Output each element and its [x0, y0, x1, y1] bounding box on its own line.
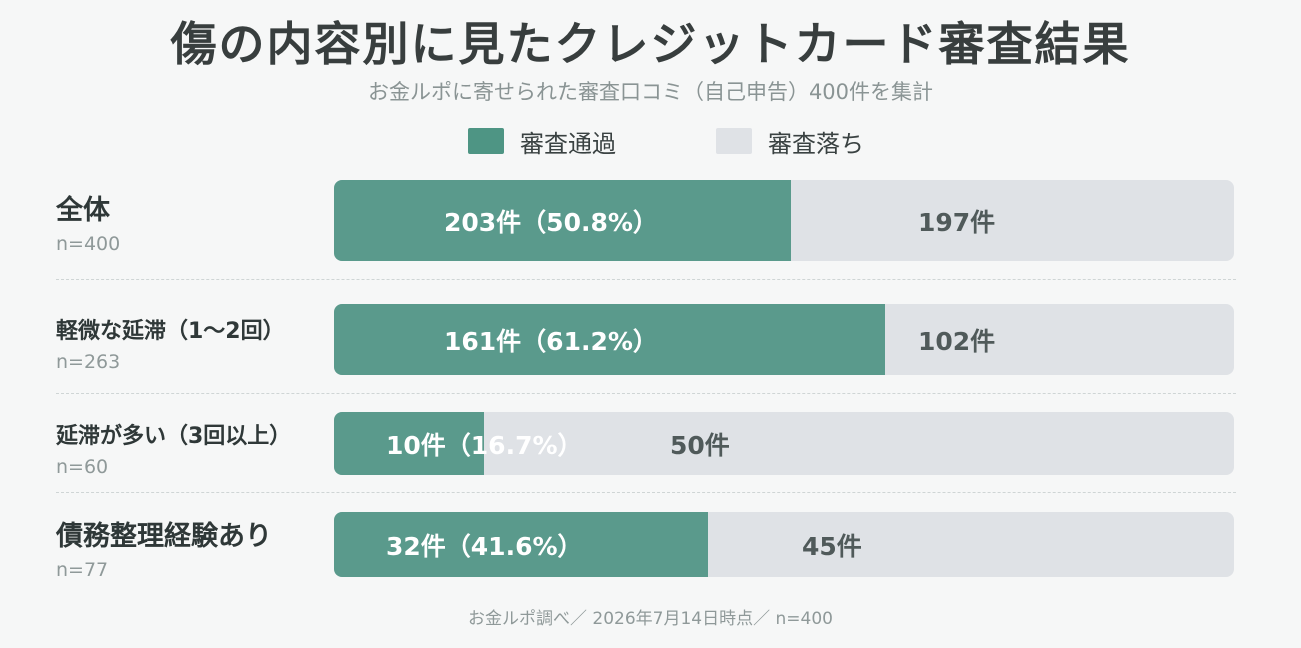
row-label-debt-restructuring: 債務整理経験あり n=77 [56, 514, 272, 581]
row-label-minor-delay: 軽微な延滞（1〜2回） n=263 [56, 313, 285, 373]
legend-item-fail: 審査落ち [716, 126, 864, 158]
bar-fail-label-debt-restructuring: 45件 [802, 531, 862, 561]
category-label: 債務整理経験あり [56, 521, 272, 552]
category-label: 軽微な延滞（1〜2回） [56, 319, 285, 344]
legend-item-pass: 審査通過 [468, 126, 616, 158]
sample-size-label: n=263 [56, 351, 121, 373]
category-label: 延滞が多い（3回以上） [56, 424, 292, 449]
bar-pass-label-frequent-delay: 10件（16.7%） [386, 430, 583, 460]
legend-swatch-fail [716, 128, 752, 154]
row-label-frequent-delay: 延滞が多い（3回以上） n=60 [56, 418, 291, 478]
bar-fail-label-overall: 197件 [918, 207, 996, 237]
bar-pass-label-minor-delay: 161件（61.2%） [444, 326, 658, 356]
bar-pass-label-overall: 203件（50.8%） [444, 207, 658, 237]
sample-size-label: n=400 [56, 233, 121, 255]
bar-pass-debt-restructuring [334, 512, 708, 577]
row-divider [56, 279, 1236, 280]
row-divider [56, 393, 1236, 394]
bar-track-frequent-delay: 10件（16.7%） 50件 [334, 412, 1234, 475]
chart-title: 傷の内容別に見たクレジットカード審査結果 [170, 17, 1131, 71]
bar-track-overall: 203件（50.8%） 197件 [334, 180, 1234, 261]
bar-fail-label-minor-delay: 102件 [918, 326, 996, 356]
bar-pass-label-debt-restructuring: 32件（41.6%） [386, 531, 583, 561]
bar-track-minor-delay: 161件（61.2%） 102件 [334, 304, 1234, 375]
row-label-overall: 全体 n=400 [56, 188, 120, 255]
bar-fail-label-frequent-delay: 50件 [670, 430, 730, 460]
legend-swatch-pass [468, 128, 504, 154]
row-divider [56, 492, 1236, 493]
sample-size-label: n=77 [56, 559, 109, 581]
bar-pass-minor-delay [334, 304, 885, 375]
category-label: 全体 [56, 195, 110, 226]
chart-footnote: お金ルポ調べ／ 2026年7月14日時点／ n=400 [468, 609, 833, 629]
legend-label-fail: 審査落ち [768, 129, 864, 158]
chart-subtitle: お金ルポに寄せられた審査口コミ（自己申告）400件を集計 [367, 80, 934, 104]
sample-size-label: n=60 [56, 456, 109, 478]
bar-pass-frequent-delay [334, 412, 484, 475]
bar-track-debt-restructuring: 32件（41.6%） 45件 [334, 512, 1234, 577]
bar-pass-overall [334, 180, 791, 261]
legend-label-pass: 審査通過 [520, 129, 616, 158]
legend: 審査通過 審査落ち [0, 126, 1301, 158]
